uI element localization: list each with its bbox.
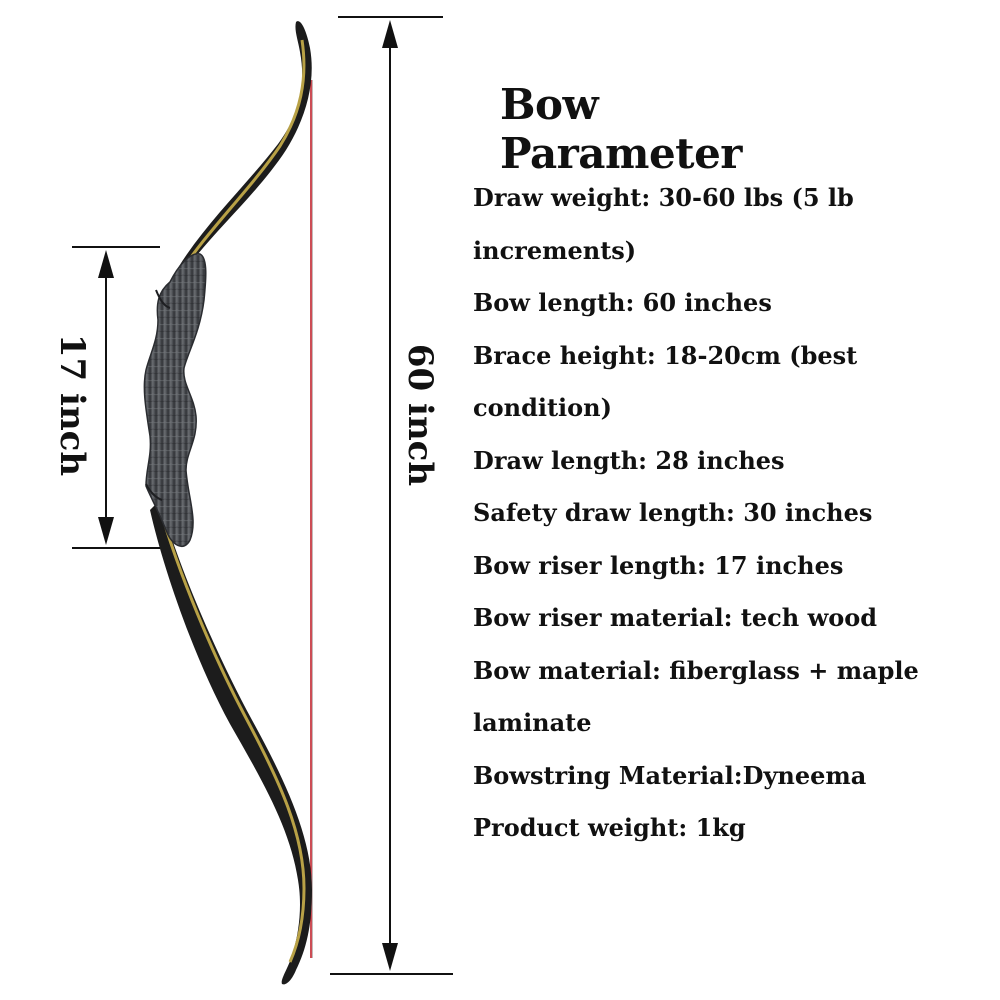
bow-riser	[143, 253, 207, 548]
spec-line: Bow riser length: 17 inches	[473, 550, 844, 580]
riser-dimension	[72, 246, 160, 549]
spec-line: Safety draw length: 30 inches	[473, 498, 873, 527]
riser-length-label: 17 inch	[52, 333, 92, 477]
spec-line: condition)	[473, 393, 612, 422]
lower-limb	[150, 500, 312, 985]
bow-length-label: 60 inch	[400, 343, 440, 487]
spec-line: increments)	[473, 235, 637, 265]
spec-line: Bow length: 60 inches	[473, 288, 772, 317]
spec-line: Draw weight: 30-60 lbs (5 lb	[473, 183, 854, 212]
page-title: Bow Parameter	[500, 80, 742, 178]
spec-line: Product weight: 1kg	[473, 813, 746, 842]
bow-length-dimension	[330, 16, 453, 975]
spec-line: Bow material: fiberglass + maple	[473, 655, 919, 685]
spec-line: Bowstring Material:Dyneema	[473, 760, 867, 790]
spec-line: Brace height: 18-20cm (best	[473, 340, 858, 370]
spec-line: Bow riser material: tech wood	[473, 603, 878, 632]
spec-line: Draw length: 28 inches	[473, 445, 785, 475]
spec-list: Draw weight: 30-60 lbs (5 lb increments)…	[473, 172, 973, 855]
spec-line: laminate	[473, 708, 592, 737]
upper-limb	[170, 21, 312, 282]
